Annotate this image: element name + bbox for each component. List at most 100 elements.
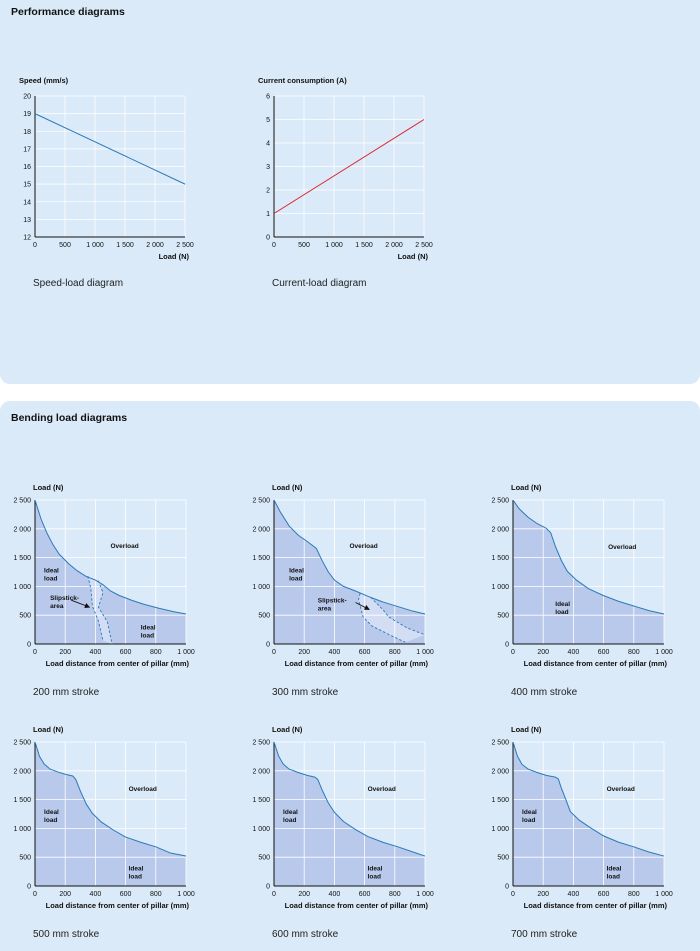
bending-chart-3-ytick-label: 1 000 (491, 584, 509, 591)
bending-chart-2-ytick-label: 500 (258, 613, 270, 620)
bending-chart-6-ylabel: Load (N) (511, 725, 542, 734)
bending-chart-4-xlabel: Load distance from center of pillar (mm) (46, 901, 190, 910)
bending-caption-5: 600 mm stroke (272, 929, 339, 940)
bending-chart-2-xtick-label: 400 (329, 649, 341, 656)
speed-chart-ytick-label: 20 (23, 94, 31, 101)
speed-chart-xtick-label: 1 000 (86, 242, 104, 249)
bending-chart-4-ideal-area (35, 742, 186, 886)
bending-chart-5-ytick-label: 1 500 (252, 797, 270, 804)
bending-chart-1-xlabel: Load distance from center of pillar (mm) (46, 659, 190, 668)
bending-chart-6-ytick-label: 2 500 (491, 740, 509, 747)
bending-chart-1-ideal-label: Ideal (44, 568, 59, 575)
speed-chart-ytick-label: 15 (23, 182, 31, 189)
bending-chart-5-ytick-label: 2 000 (252, 768, 270, 775)
bending-chart-6-ytick-label: 1 000 (491, 826, 509, 833)
bending-chart-3-ylabel: Load (N) (511, 483, 542, 492)
bending-chart-1-ytick-label: 0 (27, 642, 31, 649)
bending-chart-2-slip-boundary (358, 593, 406, 643)
bending-chart-5-ideal-label: Ideal (368, 865, 383, 872)
bending-chart-4-xtick-label: 1 000 (177, 891, 195, 898)
bending-chart-5-xtick-label: 1 000 (416, 891, 434, 898)
bending-chart-4-xtick-label: 400 (90, 891, 102, 898)
bending-chart-1-ytick-label: 1 000 (13, 584, 31, 591)
bending-chart-5-ideal-label: load (283, 817, 296, 824)
bending-chart-5-xlabel: Load distance from center of pillar (mm) (285, 901, 429, 910)
bending-chart-3-xtick-label: 800 (628, 649, 640, 656)
bending-chart-5-overload-label: Overload (368, 786, 396, 793)
speed-chart-xtick-label: 0 (33, 242, 37, 249)
bending-chart-1-ytick-label: 1 500 (13, 555, 31, 562)
current-chart-ytick-label: 1 (266, 211, 270, 218)
bending-chart-6-ideal-label: load (522, 817, 535, 824)
bending-chart-2: 0 200 400 600 800 1 000 0 500 1 000 1 500 2 000 2 5… (252, 483, 433, 668)
bending-chart-1-ytick-label: 500 (19, 613, 31, 620)
speed-chart-xlabel: Load (N) (159, 252, 190, 261)
current-chart: 0 500 1 000 1 500 2 000 2 500 0 1 2 3 4 5 6 Current c… (258, 76, 433, 261)
bending-chart-5-limit-curve (273, 741, 426, 857)
bending-chart-3-ytick-label: 0 (505, 642, 509, 649)
bending-chart-6-xtick-label: 800 (628, 891, 640, 898)
bending-chart-4-xtick-label: 0 (33, 891, 37, 898)
bending-chart-3-overload-label: Overload (608, 544, 636, 551)
bending-chart-5-xtick-label: 800 (389, 891, 401, 898)
bending-chart-6-xtick-label: 600 (598, 891, 610, 898)
bending-chart-1-ylabel: Load (N) (33, 483, 64, 492)
bending-chart-3: 0 200 400 600 800 1 000 0 500 1 000 1 500 2 000 2 5… (491, 483, 672, 668)
bending-chart-2-ytick-label: 1 500 (252, 555, 270, 562)
bending-chart-2-ytick-label: 2 000 (252, 526, 270, 533)
bending-chart-3-ytick-label: 1 500 (491, 555, 509, 562)
bending-chart-6-xtick-label: 0 (511, 891, 515, 898)
bending-chart-1-slip-area (87, 576, 113, 644)
current-chart-ytick-label: 3 (266, 164, 270, 171)
bending-chart-2-slip-arrow (355, 602, 370, 610)
bending-chart-5: 0 200 400 600 800 1 000 0 500 1 000 1 500 2 000 2 5… (252, 725, 433, 910)
current-chart-ylabel: Current consumption (A) (258, 76, 347, 85)
bending-chart-2-xtick-label: 0 (272, 649, 276, 656)
bending-caption-6: 700 mm stroke (511, 929, 578, 940)
bending-chart-2-ideal-label: load (289, 576, 302, 583)
current-chart-xtick-label: 500 (298, 242, 310, 249)
bending-chart-3-ideal-label: load (555, 609, 568, 616)
bending-chart-1-limit-curve (34, 499, 187, 615)
current-chart-xlabel: Load (N) (398, 252, 429, 261)
bending-chart-6-ytick-label: 2 000 (491, 768, 509, 775)
speed-chart-ytick-label: 13 (23, 217, 31, 224)
current-caption: Current-load diagram (272, 278, 367, 289)
bending-chart-4: 0 200 400 600 800 1 000 0 500 1 000 1 500 2 000 2 5… (13, 725, 194, 910)
bending-chart-1-xtick-label: 200 (59, 649, 71, 656)
speed-caption: Speed-load diagram (33, 278, 124, 289)
bending-chart-6-ideal-label: Ideal (522, 809, 537, 816)
bending-chart-2-xlabel: Load distance from center of pillar (mm) (285, 659, 429, 668)
bending-chart-3-ytick-label: 2 000 (491, 526, 509, 533)
bending-chart-6-ideal-label: load (607, 873, 620, 880)
bending-chart-4-ideal-label: Ideal (44, 809, 59, 816)
bending-chart-4-xtick-label: 800 (150, 891, 162, 898)
bending-chart-2-xtick-label: 600 (359, 649, 371, 656)
bending-chart-3-ytick-label: 2 500 (491, 498, 509, 505)
bending-chart-5-xtick-label: 0 (272, 891, 276, 898)
current-chart-ytick-label: 4 (266, 141, 270, 148)
bending-chart-2-ytick-label: 0 (266, 642, 270, 649)
bending-chart-5-xtick-label: 400 (329, 891, 341, 898)
bending-chart-5-ytick-label: 2 500 (252, 740, 270, 747)
bending-chart-3-xtick-label: 400 (568, 649, 580, 656)
bending-chart-1-ytick-label: 2 000 (13, 526, 31, 533)
bending-chart-4-ytick-label: 500 (19, 855, 31, 862)
bending-title: Bending load diagrams (11, 412, 128, 424)
bending-chart-5-xtick-label: 600 (359, 891, 371, 898)
bending-chart-4-ytick-label: 2 000 (13, 768, 31, 775)
bending-chart-3-ytick-label: 500 (497, 613, 509, 620)
bending-chart-6-limit-curve (512, 741, 665, 857)
bending-chart-2-overload-label: Overload (350, 543, 378, 550)
speed-chart-ylabel: Speed (mm/s) (19, 76, 69, 85)
bending-chart-2-xtick-label: 200 (298, 649, 310, 656)
speed-chart-ytick-label: 16 (23, 164, 31, 171)
bending-caption-2: 300 mm stroke (272, 687, 339, 698)
bending-chart-1-xtick-label: 400 (90, 649, 102, 656)
bending-chart-5-ytick-label: 1 000 (252, 826, 270, 833)
bending-chart-5-ytick-label: 0 (266, 884, 270, 891)
bending-chart-1-ytick-label: 2 500 (13, 498, 31, 505)
bending-chart-3-xtick-label: 200 (537, 649, 549, 656)
bending-chart-6-ideal-label: Ideal (607, 865, 622, 872)
